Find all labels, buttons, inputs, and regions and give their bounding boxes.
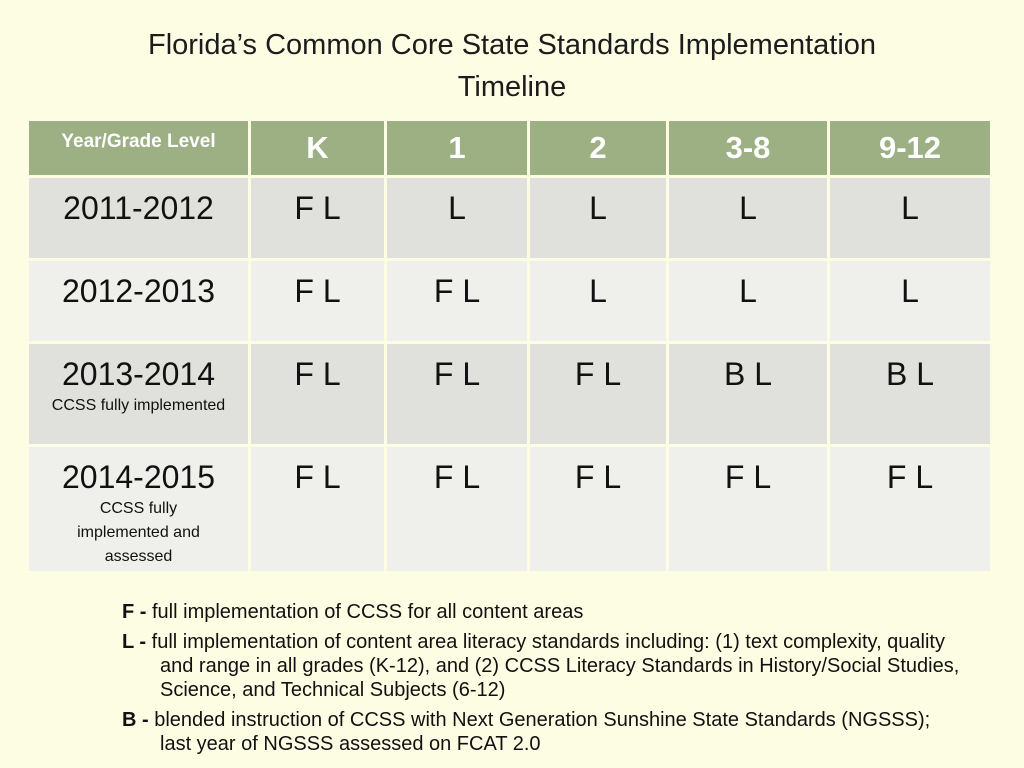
table-cell: F L [248,341,387,447]
header-grade-1: 1 [384,118,530,178]
table-cell: F L [384,444,530,574]
slide-title-line-2: Timeline [457,71,567,103]
table-cell: L [527,175,669,261]
cell-value: L [448,190,466,226]
cell-value: L [739,273,757,309]
cell-value: F L [724,459,772,495]
implementation-timeline-table: Year/Grade Level K 1 2 3-8 9-12 2011-201… [26,118,993,574]
cell-value: L [589,273,607,309]
legend-text: blended instruction of CCSS with Next Ge… [154,709,931,755]
year-label: 2011-2012 [63,190,214,226]
cell-value: L [901,273,919,309]
cell-value: F L [294,356,341,392]
header-grade-2: 2 [527,118,669,178]
table-cell: F L [384,258,530,344]
cell-value: B L [723,356,773,392]
year-label: 2012-2013 [61,273,216,309]
table-cell: L [666,258,830,344]
cell-value: F L [294,190,341,226]
cell-value: F L [294,459,341,495]
legend-entry-f: F - full implementation of CCSS for all … [122,600,962,624]
table-cell: F L [527,341,669,447]
table-row: 2012-2013 F L F L L L L [26,258,993,344]
legend-key: L - [122,631,147,653]
cell-value: F L [294,273,341,309]
year-cell: 2013-2014 CCSS fully implemented [26,341,251,447]
table-cell: F L [827,444,993,574]
header-grade-3-8: 3-8 [666,118,830,178]
table-row: 2014-2015 CCSS fully implemented and ass… [26,444,993,574]
cell-value: L [589,190,607,226]
header-grade-9-12: 9-12 [827,118,993,178]
legend-key: F - [122,601,147,623]
header-year-grade-level: Year/Grade Level [26,118,251,178]
legend-text: full implementation of CCSS for all cont… [152,601,584,623]
table-cell: B L [666,341,830,447]
cell-value: L [739,190,757,226]
table-cell: F L [527,444,669,574]
slide-title-line-1: Florida’s Common Core State Standards Im… [147,29,877,61]
cell-value: F L [433,459,481,495]
year-note: CCSS fully implemented and assessed [77,500,200,565]
legend-key: B - [122,709,149,731]
legend-text: full implementation of content area lite… [151,631,960,701]
table-cell: F L [248,258,387,344]
cell-value: L [901,190,919,226]
cell-value: F L [886,459,934,495]
table-row: 2011-2012 F L L L L L [26,175,993,261]
header-grade-k: K [248,118,387,178]
legend-entry-b: B - blended instruction of CCSS with Nex… [122,708,962,756]
table-row: 2013-2014 CCSS fully implemented F L F L… [26,341,993,447]
table-cell: L [384,175,530,261]
legend: F - full implementation of CCSS for all … [122,600,962,762]
legend-entry-l: L - full implementation of content area … [122,630,962,702]
table-cell: L [527,258,669,344]
year-note: CCSS fully implemented [51,397,226,414]
year-cell: 2014-2015 CCSS fully implemented and ass… [26,444,251,574]
year-label: 2013-2014 [61,356,216,392]
year-cell: 2011-2012 [26,175,251,261]
cell-value: F L [574,459,622,495]
table-cell: L [666,175,830,261]
year-label: 2014-2015 [61,459,216,495]
cell-value: F L [433,356,481,392]
table-cell: L [827,258,993,344]
table-cell: F L [384,341,530,447]
year-cell: 2012-2013 [26,258,251,344]
cell-value: B L [885,356,935,392]
slide-title: Florida’s Common Core State Standards Im… [40,24,984,108]
table-cell: F L [248,444,387,574]
table-cell: F L [666,444,830,574]
table-cell: B L [827,341,993,447]
cell-value: F L [574,356,622,392]
table-cell: F L [248,175,387,261]
header-row: Year/Grade Level K 1 2 3-8 9-12 [26,118,993,178]
table-cell: L [827,175,993,261]
cell-value: F L [433,273,481,309]
